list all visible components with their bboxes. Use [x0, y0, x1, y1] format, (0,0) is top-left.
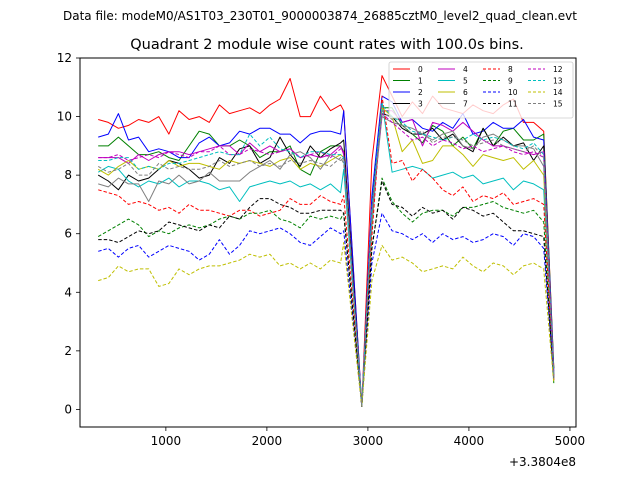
legend-label: 11: [508, 100, 518, 109]
series-line-8: [98, 95, 555, 407]
y-tick-label: 0: [64, 402, 72, 416]
y-tick-label: 12: [57, 51, 72, 65]
series-lines: [97, 75, 555, 407]
legend-label: 8: [508, 65, 513, 74]
series-line-3: [97, 113, 555, 407]
series-line-2: [98, 95, 555, 407]
legend-label: 13: [553, 77, 563, 86]
x-offset-label: +3.3804e8: [509, 455, 576, 469]
series-line-11: [98, 180, 555, 407]
y-tick-label: 6: [64, 227, 72, 241]
series-line-15: [97, 110, 555, 407]
chart-title: Quadrant 2 module wise count rates with …: [130, 37, 524, 53]
series-line-10: [98, 212, 555, 407]
y-axis: 0 2 4 6 8 10 12: [57, 51, 80, 416]
series-line-1: [98, 107, 555, 407]
legend-label: 5: [463, 77, 468, 86]
series-line-0: [98, 75, 555, 407]
x-tick-label: 1000: [151, 434, 182, 448]
plot-frame: [79, 57, 577, 428]
legend-label: 9: [508, 77, 513, 86]
series-line-4: [98, 110, 555, 407]
legend-label: 0: [418, 65, 423, 74]
x-tick-label: 5000: [555, 434, 586, 448]
series-line-9: [97, 177, 555, 407]
y-tick-label: 10: [57, 110, 72, 124]
y-tick-label: 8: [64, 168, 72, 182]
legend-label: 1: [418, 77, 423, 86]
y-tick-label: 2: [64, 344, 72, 358]
series-line-13: [98, 104, 555, 407]
chart-suptitle: Data file: modeM0/AS1T03_230T01_90000038…: [63, 9, 577, 23]
legend-label: 10: [508, 88, 518, 97]
legend-label: 3: [418, 100, 423, 109]
legend-label: 2: [418, 88, 423, 97]
legend-label: 6: [463, 88, 468, 97]
y-tick-label: 4: [64, 285, 72, 299]
series-line-5: [97, 101, 555, 407]
series-line-7: [98, 116, 555, 407]
x-tick-label: 4000: [454, 434, 485, 448]
legend-label: 7: [463, 100, 468, 109]
series-line-14: [98, 242, 555, 407]
x-tick-label: 2000: [252, 434, 283, 448]
x-axis: 1000 2000 3000 4000 5000: [151, 427, 586, 448]
x-tick-label: 3000: [353, 434, 384, 448]
legend-label: 4: [463, 65, 468, 74]
legend-box: [388, 61, 574, 119]
legend-label: 12: [553, 65, 563, 74]
legend-label: 15: [553, 100, 563, 109]
series-line-12: [98, 113, 555, 407]
legend-label: 14: [553, 88, 563, 97]
